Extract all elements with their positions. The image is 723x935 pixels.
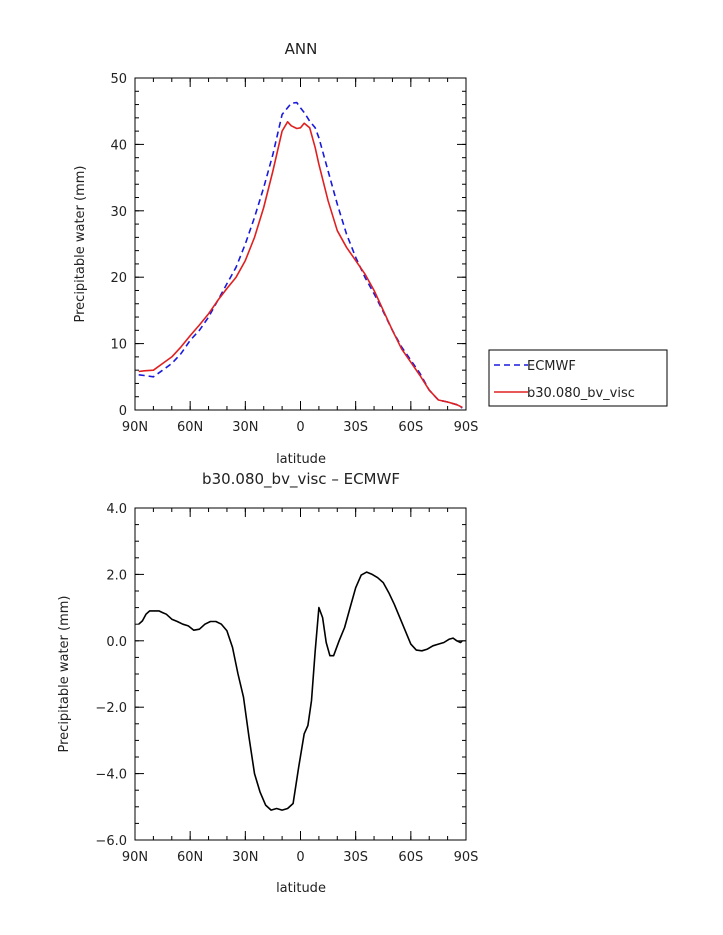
y-tick-label: 2.0 [106, 568, 127, 583]
x-tick-label: 0 [296, 850, 304, 865]
precipitable-water-chart: ANN 90N 60N 30N 0 30S 60S 90S 0 10 20 30 40 50 latit… [73, 40, 668, 467]
x-tick-label: 60S [398, 850, 423, 865]
x-axis-label: latitude [276, 452, 326, 467]
plot-area-frame [134, 77, 467, 411]
chart-title: ANN [285, 40, 318, 58]
x-tick-label: 60S [398, 420, 423, 435]
y-tick-label: 30 [110, 205, 127, 220]
y-tick-label: 0 [119, 404, 127, 419]
y-tick-label: 0.0 [106, 635, 127, 650]
x-tick-label: 0 [296, 420, 304, 435]
legend-label-model: b30.080_bv_visc [527, 386, 635, 401]
y-axis-label: Precipitable water (mm) [73, 166, 88, 323]
x-tick-label: 60N [177, 850, 203, 865]
y-tick-label: 4.0 [106, 502, 127, 517]
y-tick-label: 10 [110, 338, 127, 353]
plot-area-frame [134, 507, 467, 841]
x-tick-label: 30N [232, 850, 258, 865]
difference-chart: b30.080_bv_visc – ECMWF 90N 60N 30N 0 30S 60S… [57, 470, 478, 896]
chart-title: b30.080_bv_visc – ECMWF [202, 470, 400, 489]
y-tick-label: 40 [110, 138, 127, 153]
y-tick-label: 20 [110, 271, 127, 286]
series-layer [138, 101, 463, 409]
legend-label-ecmwf: ECMWF [527, 359, 576, 374]
legend-box [488, 349, 668, 407]
x-tick-label: 60N [177, 420, 203, 435]
y-tick-label: −2.0 [95, 701, 127, 716]
x-tick-label: 90S [454, 850, 479, 865]
x-tick-label: 30S [343, 420, 368, 435]
y-axis-label: Precipitable water (mm) [57, 596, 72, 753]
x-tick-label: 30S [343, 850, 368, 865]
series-layer [138, 571, 463, 811]
legend: ECMWF b30.080_bv_visc [488, 349, 668, 407]
x-axis-label: latitude [276, 881, 326, 896]
x-tick-label: 90N [122, 850, 148, 865]
y-tick-label: −4.0 [95, 768, 127, 783]
series-line-ecmwf [138, 101, 463, 409]
y-tick-label: 50 [110, 72, 127, 87]
y-tick-label: −6.0 [95, 834, 127, 849]
x-tick-label: 90S [454, 420, 479, 435]
x-tick-label: 30N [232, 420, 258, 435]
x-tick-label: 90N [122, 420, 148, 435]
series-line-b30-080-bv-visc [138, 121, 463, 409]
difference-series-line [138, 571, 463, 811]
